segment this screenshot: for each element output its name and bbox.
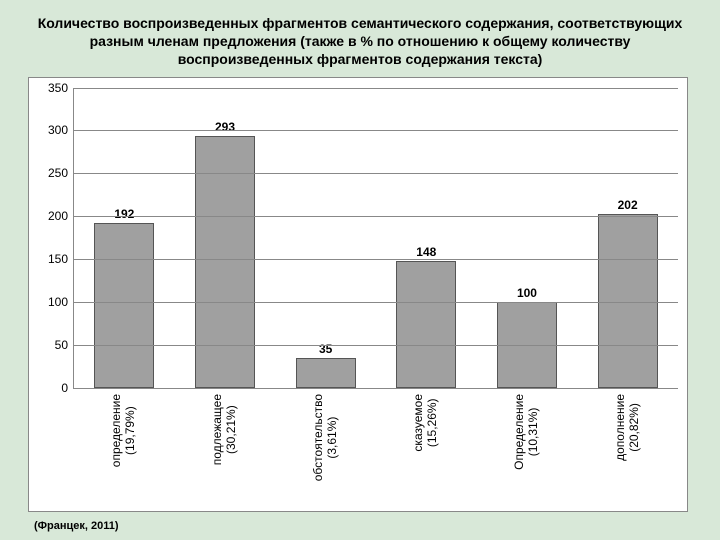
gridline xyxy=(74,88,678,89)
x-category-label: подлежащее(30,21%) xyxy=(210,394,238,465)
gridline xyxy=(74,259,678,260)
x-category-label: сказуемое(15,26%) xyxy=(411,394,439,452)
bar-slot: 192 xyxy=(94,207,154,388)
gridline xyxy=(74,216,678,217)
gridline xyxy=(74,130,678,131)
bar-value-label: 35 xyxy=(319,342,332,356)
x-category-label: обстоятельство(3,61%) xyxy=(311,394,339,481)
x-label-slot: обстоятельство(3,61%) xyxy=(295,390,355,508)
x-category-label: определение(19,79%) xyxy=(109,394,137,467)
x-label-slot: Определение(10,31%) xyxy=(496,390,556,508)
y-tick-label: 300 xyxy=(48,123,68,137)
bar xyxy=(296,358,356,388)
gridline xyxy=(74,302,678,303)
x-label-slot: подлежащее(30,21%) xyxy=(194,390,254,508)
bar-value-label: 202 xyxy=(618,198,638,212)
bar-value-label: 192 xyxy=(114,207,134,221)
bar-slot: 202 xyxy=(598,198,658,387)
plot-area: 19229335148100202 050100150200250300350 xyxy=(73,88,678,389)
page: Количество воспроизведенных фрагментов с… xyxy=(0,0,720,540)
gridline xyxy=(74,173,678,174)
bar-value-label: 148 xyxy=(416,245,436,259)
bar-slot: 35 xyxy=(296,342,356,388)
bar-value-label: 100 xyxy=(517,286,537,300)
bar xyxy=(396,261,456,388)
x-axis-labels: определение(19,79%) подлежащее(30,21%) обс… xyxy=(73,390,677,508)
y-tick-label: 250 xyxy=(48,166,68,180)
x-category-label: дополнение(20,82%) xyxy=(613,394,641,461)
y-tick-label: 350 xyxy=(48,81,68,95)
gridline xyxy=(74,345,678,346)
x-label-slot: сказуемое(15,26%) xyxy=(395,390,455,508)
bar-slot: 148 xyxy=(396,245,456,388)
chart-title: Количество воспроизведенных фрагментов с… xyxy=(28,14,692,69)
y-tick-label: 0 xyxy=(61,381,68,395)
bars-container: 192 293 35 148 100 202 xyxy=(74,88,678,388)
x-category-label: Определение(10,31%) xyxy=(512,394,540,470)
y-tick-label: 150 xyxy=(48,252,68,266)
y-tick-label: 50 xyxy=(55,338,68,352)
chart-area: 19229335148100202 050100150200250300350 … xyxy=(28,77,688,512)
x-label-slot: дополнение(20,82%) xyxy=(597,390,657,508)
y-tick-label: 200 xyxy=(48,209,68,223)
y-tick-label: 100 xyxy=(48,295,68,309)
x-label-slot: определение(19,79%) xyxy=(93,390,153,508)
bar-slot: 293 xyxy=(195,120,255,387)
bar-value-label: 293 xyxy=(215,120,235,134)
bar xyxy=(94,223,154,388)
citation: (Францек, 2011) xyxy=(34,520,119,532)
